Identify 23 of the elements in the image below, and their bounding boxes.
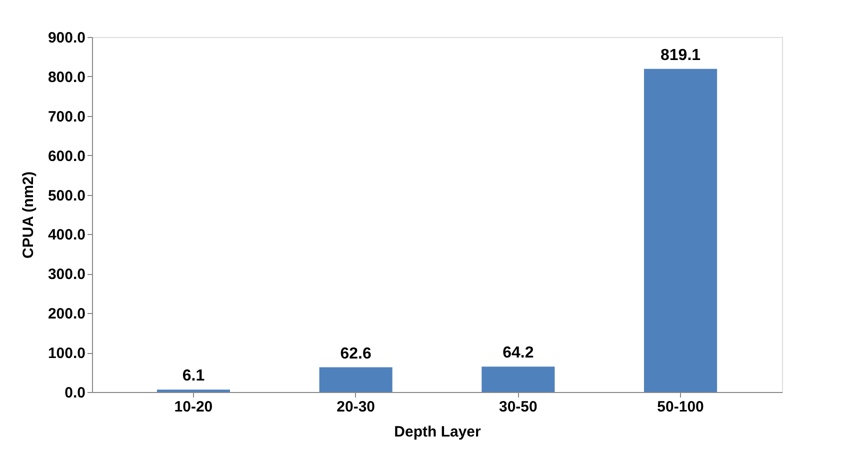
x-tick-label: 10-20 [174, 398, 213, 416]
y-tick-label: 100.0 [48, 345, 86, 362]
bar [482, 366, 555, 392]
data-label: 62.6 [340, 345, 372, 362]
y-tick-label: 700.0 [48, 108, 86, 126]
x-axis-title: Depth Layer [394, 424, 481, 440]
x-tick-label: 50-100 [657, 398, 704, 416]
y-axis-title: CPUA (nm2) [20, 172, 37, 258]
y-tick-label: 600.0 [48, 148, 86, 165]
y-tick-label: 200.0 [48, 306, 86, 323]
x-tick-label: 30-50 [498, 398, 538, 416]
x-tick-label: 20-30 [336, 398, 376, 416]
y-tick-label: 0.0 [64, 384, 86, 402]
bar [644, 68, 718, 392]
data-label: 64.2 [502, 344, 534, 362]
bar [319, 367, 392, 392]
y-tick-label: 400.0 [48, 226, 86, 244]
data-label: 819.1 [660, 46, 701, 64]
y-tick-label: 800.0 [48, 68, 86, 86]
y-tick-label: 300.0 [48, 266, 86, 284]
data-label: 6.1 [182, 368, 205, 385]
y-tick-label: 900.0 [48, 30, 86, 46]
y-tick-label: 500.0 [48, 187, 86, 204]
